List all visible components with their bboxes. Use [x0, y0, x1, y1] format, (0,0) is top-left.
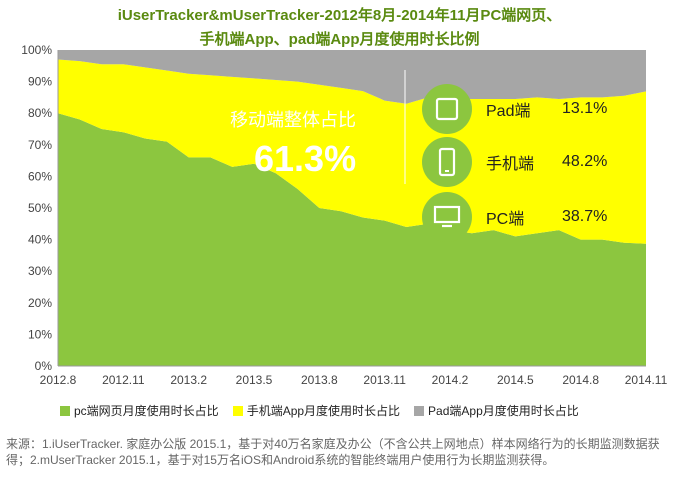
- y-tick-label: 60%: [28, 169, 52, 183]
- y-tick-label: 0%: [35, 359, 53, 373]
- y-tick-label: 10%: [28, 327, 52, 341]
- y-tick-label: 40%: [28, 233, 52, 247]
- legend-item-pc: pc端网页月度使用时长占比: [60, 402, 219, 419]
- tablet-icon: [422, 84, 472, 134]
- legend-swatch-pad: [414, 405, 425, 416]
- stat-row-pad: Pad端 13.1%: [422, 84, 607, 134]
- x-tick-label: 2013.8: [301, 373, 338, 387]
- legend-label-phone: 手机端App月度使用时长占比: [246, 404, 401, 418]
- monitor-icon: [422, 192, 472, 242]
- x-tick-label: 2014.2: [432, 373, 469, 387]
- legend-label-pad: Pad端App月度使用时长占比: [428, 404, 579, 418]
- source-note: 来源：1.iUserTracker. 家庭办公版 2015.1，基于对40万名家…: [6, 437, 660, 467]
- y-tick-label: 30%: [28, 264, 52, 278]
- legend-swatch-pc: [60, 405, 70, 416]
- chart-title-line1: iUserTracker&mUserTracker-2012年8月-2014年1…: [117, 7, 562, 24]
- stat-row-pc: PC端 38.7%: [422, 192, 607, 242]
- x-tick-label: 2014.8: [562, 373, 599, 387]
- x-tick-label: 2013.5: [236, 373, 273, 387]
- stat-value-phone: 48.2%: [562, 153, 608, 170]
- x-tick-label: 2012.11: [102, 373, 145, 387]
- stat-name-pc: PC端: [486, 211, 525, 228]
- stat-name-pad: Pad端: [486, 103, 531, 120]
- x-tick-label: 2012.8: [40, 373, 77, 387]
- stacked-area-chart: 0% 10% 20% 30% 40% 50% 60% 70% 80% 90% 100% 2012.8 2…: [21, 43, 668, 387]
- area-series-2: [58, 50, 646, 104]
- y-tick-label: 80%: [28, 106, 52, 120]
- area-series-0: [58, 113, 646, 366]
- chart-legend: pc端网页月度使用时长占比 手机端App月度使用时长占比 Pad端App月度使用…: [60, 402, 579, 419]
- chart-title-line2: 手机端App、pad端App月度使用时长比例: [199, 31, 480, 48]
- x-tick-label: 2014.11: [625, 373, 668, 387]
- y-tick-label: 20%: [28, 296, 52, 310]
- y-tick-label: 90%: [28, 75, 52, 89]
- legend-swatch-phone: [232, 405, 243, 416]
- phone-icon: [422, 137, 472, 187]
- y-tick-label: 70%: [28, 138, 52, 152]
- mobile-share-value: 61.3%: [254, 138, 357, 179]
- x-tick-label: 2013.2: [170, 373, 207, 387]
- legend-item-pad: Pad端App月度使用时长占比: [414, 402, 579, 419]
- x-tick-label: 2013.11: [363, 373, 406, 387]
- area-series-1: [58, 59, 646, 244]
- y-tick-label: 100%: [21, 43, 52, 57]
- stat-name-phone: 手机端: [486, 156, 535, 173]
- legend-label-pc: pc端网页月度使用时长占比: [74, 404, 219, 418]
- stat-value-pad: 13.1%: [562, 100, 608, 117]
- x-tick-label: 2014.5: [497, 373, 534, 387]
- stat-value-pc: 38.7%: [562, 208, 608, 225]
- y-tick-label: 50%: [28, 201, 52, 215]
- stat-row-phone: 手机端 48.2%: [422, 137, 607, 187]
- legend-item-phone: 手机端App月度使用时长占比: [232, 402, 401, 419]
- mobile-share-label: 移动端整体占比: [230, 110, 356, 130]
